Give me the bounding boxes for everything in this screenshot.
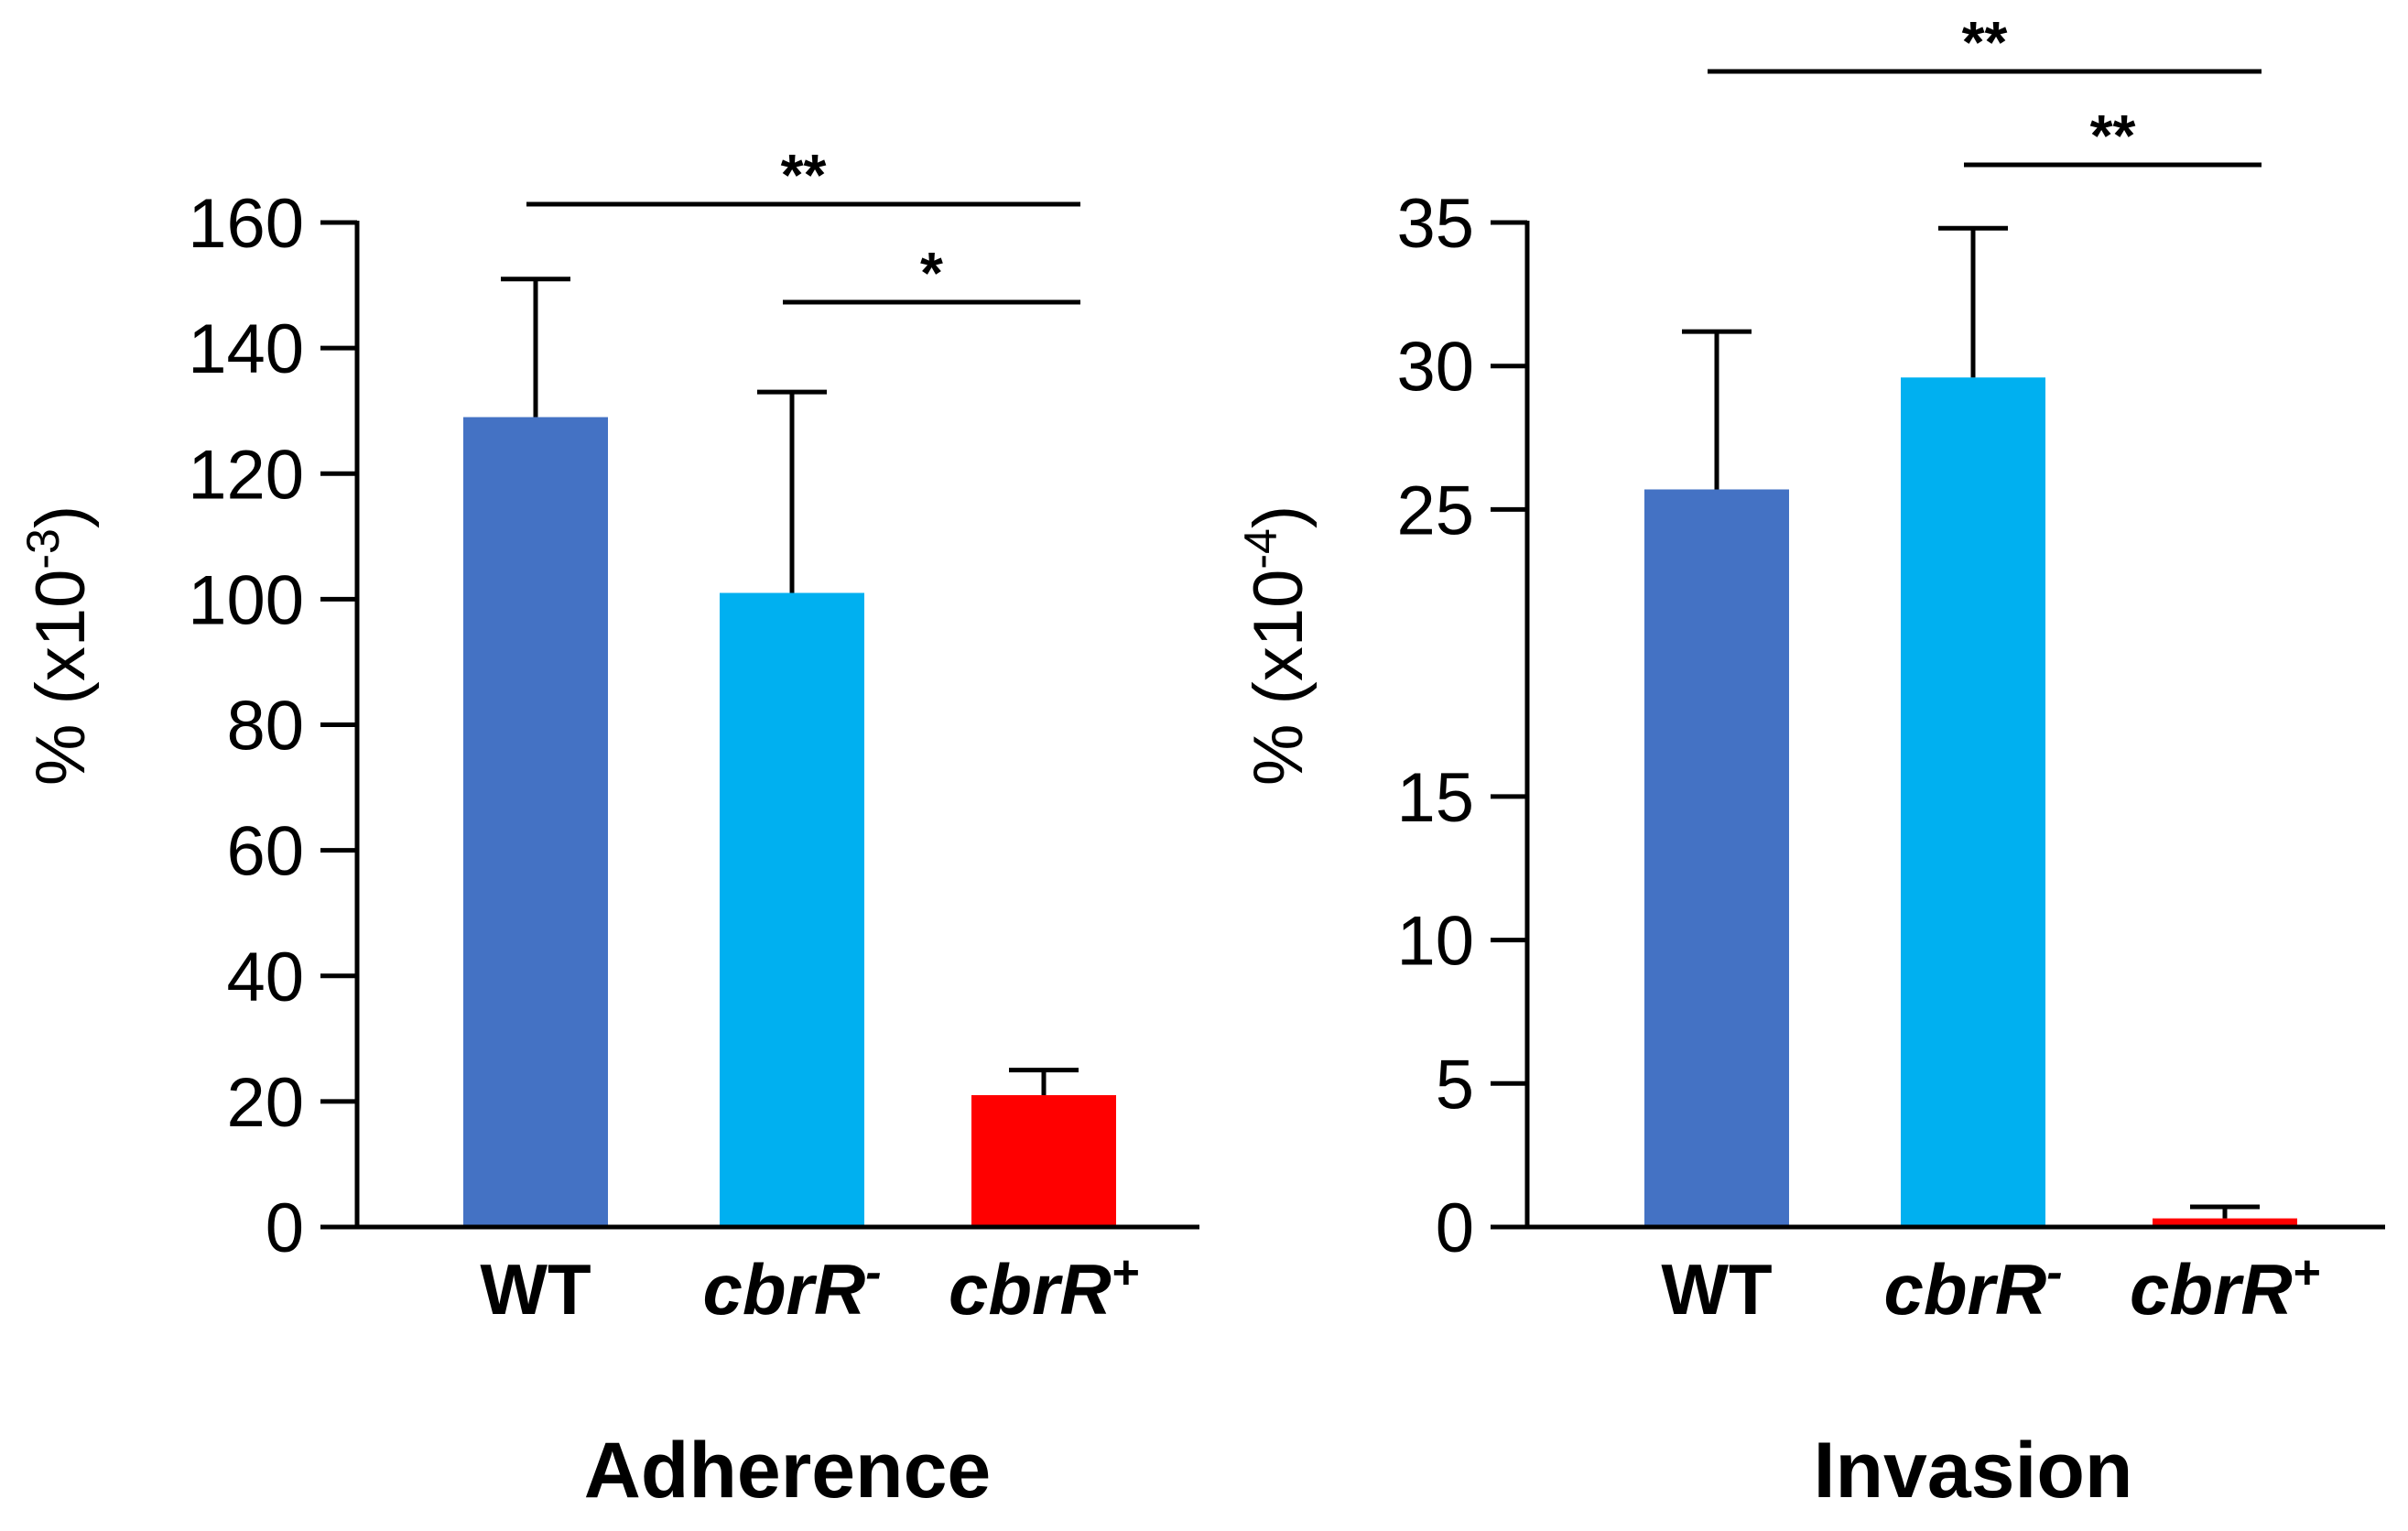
adherence-chart: 0 20 40 60 80 100 120 140 160 WT cbrR-cbrR+ % (x10-… (17, 142, 1199, 1515)
invasion-bar-2 (2153, 1218, 2297, 1227)
adherence-error-bar-0 (501, 277, 570, 418)
adherence-bar-2 (971, 1095, 1116, 1227)
invasion-y-tick-label-4: 25 (1396, 472, 1474, 549)
invasion-y-tick-label-0: 0 (1436, 1189, 1474, 1267)
adherence-title: Adherence (584, 1427, 992, 1515)
adherence-bar-0 (463, 417, 608, 1227)
invasion-significance-label-0: ** (1962, 9, 2008, 75)
adherence-y-tick-label-8: 160 (188, 185, 304, 263)
invasion-category-label-0: WT (1661, 1249, 1772, 1330)
adherence-y-tick-label-4: 80 (226, 688, 304, 766)
adherence-y-tick-label-5: 100 (188, 561, 304, 639)
invasion-category-label-1: cbrR- (1883, 1246, 2062, 1330)
adherence-y-axis-label: % (x10-3) (17, 505, 100, 786)
adherence-y-tick-label-6: 120 (188, 436, 304, 514)
invasion-category-label-2: cbrR+ (2130, 1246, 2320, 1330)
invasion-y-tick-label-5: 30 (1396, 329, 1474, 407)
adherence-y-tick-label-3: 60 (226, 813, 304, 891)
invasion-chart: 0 5 10 15 25 30 35 WT cbrR-cbrR+ % (x10-4) Invasio… (1235, 9, 2385, 1515)
invasion-y-tick-label-1: 5 (1436, 1046, 1474, 1124)
invasion-y-tick-label-6: 35 (1396, 185, 1474, 263)
invasion-y-axis-label: % (x10-4) (1235, 505, 1318, 786)
adherence-error-bar-2 (1009, 1068, 1079, 1096)
adherence-category-label-2: cbrR+ (949, 1246, 1139, 1330)
invasion-error-bar-2 (2190, 1204, 2260, 1219)
invasion-title: Invasion (1814, 1427, 2133, 1515)
invasion-significance-label-1: ** (2090, 103, 2136, 168)
adherence-y-tick-label-0: 0 (266, 1189, 304, 1267)
adherence-y-tick-label-7: 140 (188, 310, 304, 388)
adherence-category-label-1: cbrR- (702, 1246, 881, 1330)
adherence-y-tick-label-2: 40 (226, 939, 304, 1016)
adherence-bar-1 (720, 592, 864, 1227)
invasion-y-tick-label-2: 10 (1396, 903, 1474, 981)
adherence-category-label-0: WT (480, 1249, 591, 1330)
invasion-error-bar-0 (1682, 329, 1752, 490)
invasion-y-tick-label-3: 15 (1396, 759, 1474, 837)
adherence-significance-label-0: ** (781, 142, 827, 208)
invasion-error-bar-1 (1938, 225, 2008, 378)
invasion-bar-0 (1644, 489, 1789, 1227)
invasion-bar-1 (1901, 377, 2045, 1227)
adherence-y-tick-label-1: 20 (226, 1064, 304, 1142)
adherence-error-bar-1 (757, 389, 827, 593)
adherence-significance-label-1: * (920, 240, 943, 306)
